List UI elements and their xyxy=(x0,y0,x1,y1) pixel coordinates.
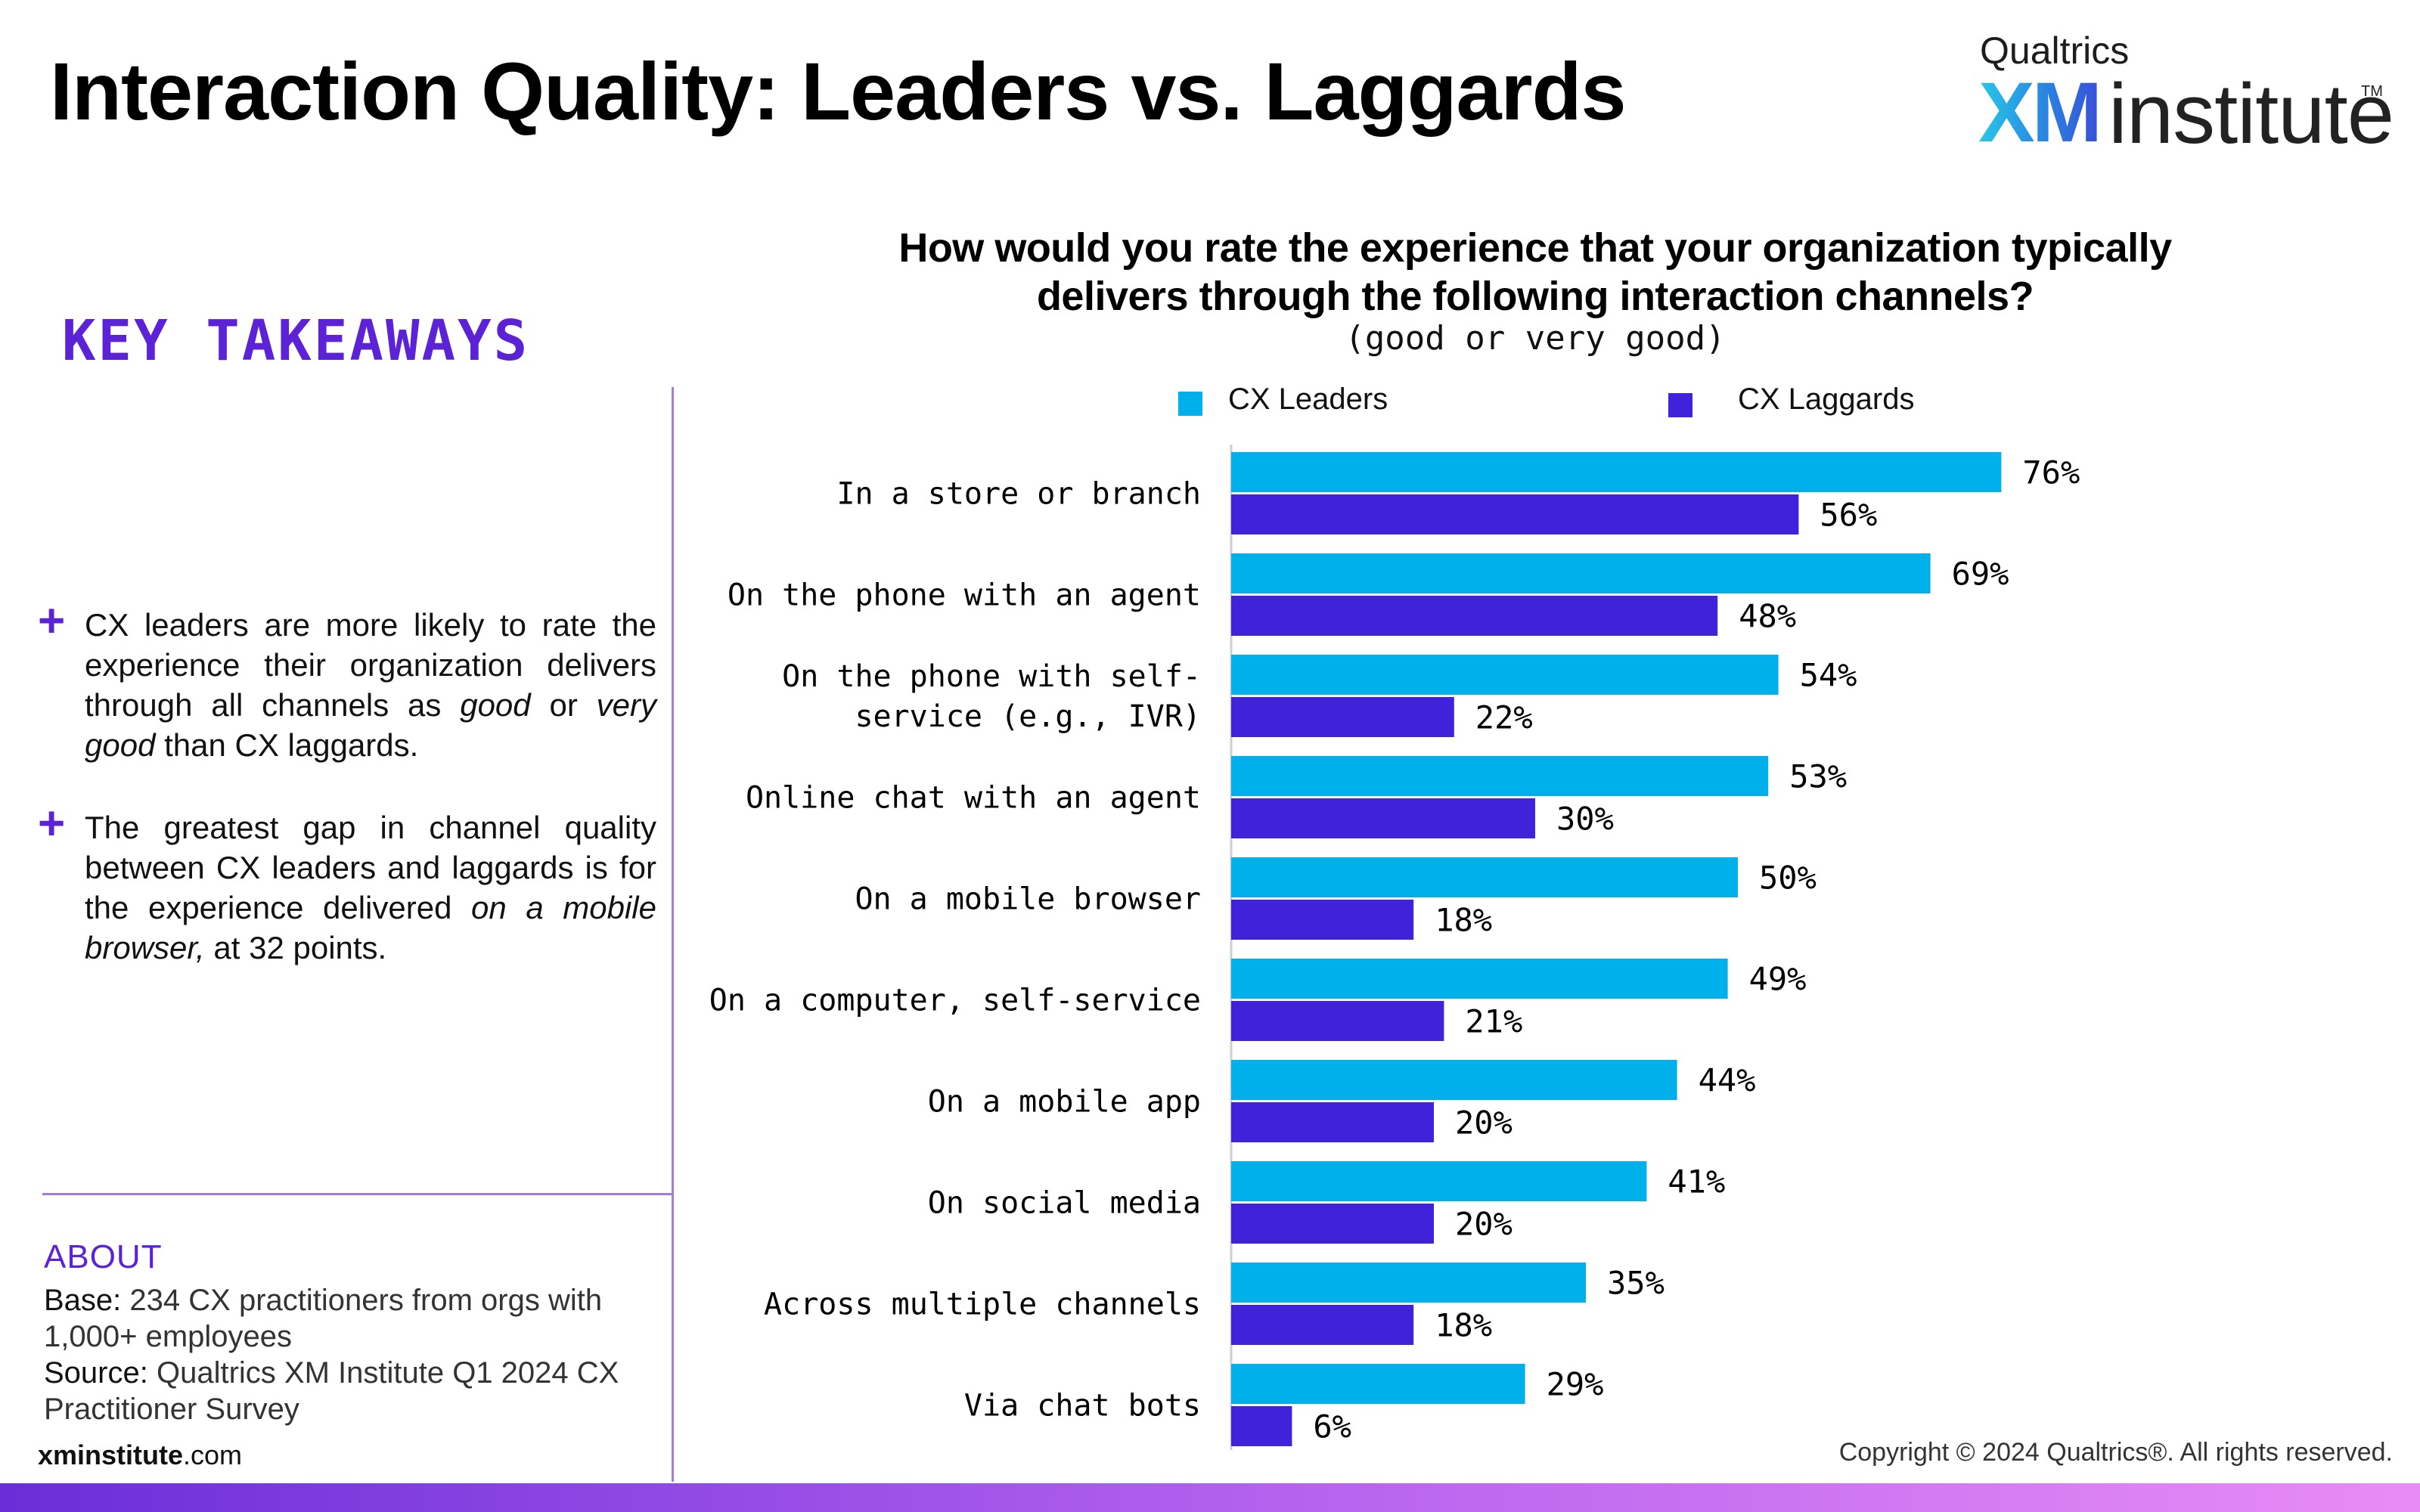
category-label: On a mobile app xyxy=(928,1085,1201,1120)
bar-cx-leaders xyxy=(1231,756,1769,796)
data-label: 30% xyxy=(1556,801,1614,838)
horizontal-divider xyxy=(42,1193,673,1195)
about-heading: ABOUT xyxy=(44,1238,163,1275)
category-label: Via chat bots xyxy=(964,1389,1201,1424)
takeaway-text: The greatest gap in channel quality betw… xyxy=(85,810,656,965)
data-label: 35% xyxy=(1607,1265,1665,1302)
data-label: 6% xyxy=(1313,1408,1351,1445)
data-label: 29% xyxy=(1547,1366,1604,1403)
logo-institute-text: institute xyxy=(2108,67,2394,161)
takeaway-text: CX leaders are more likely to rate the e… xyxy=(85,607,656,763)
bar-cx-leaders xyxy=(1231,1060,1677,1100)
logo-xm-text: XM xyxy=(1978,65,2102,160)
bar-cx-laggards xyxy=(1231,1305,1414,1345)
data-label: 53% xyxy=(1789,758,1847,795)
category-label: On a computer, self-service xyxy=(709,984,1201,1018)
page-title: Interaction Quality: Leaders vs. Laggard… xyxy=(50,45,1627,137)
bar-cx-laggards xyxy=(1231,900,1414,940)
legend-label-leaders: CX Leaders xyxy=(1228,383,1388,416)
data-label: 18% xyxy=(1435,902,1492,939)
bar-cx-laggards xyxy=(1231,1102,1434,1142)
data-label: 49% xyxy=(1749,961,1807,998)
bar-cx-leaders xyxy=(1231,1364,1525,1404)
bar-cx-leaders xyxy=(1231,655,1779,695)
legend-swatch-leaders xyxy=(1178,392,1202,416)
bottom-gradient-bar xyxy=(0,1483,2420,1512)
bar-cx-leaders xyxy=(1231,857,1738,897)
data-label: 18% xyxy=(1435,1307,1492,1344)
bar-cx-leaders xyxy=(1231,553,1931,593)
bar-cx-laggards xyxy=(1231,1406,1292,1446)
bar-cx-leaders xyxy=(1231,1161,1647,1201)
bar-cx-laggards xyxy=(1231,494,1799,534)
chart-title: How would you rate the experience that y… xyxy=(898,225,2172,319)
vertical-divider xyxy=(672,387,674,1482)
key-takeaways-heading: KEY TAKEAWAYS xyxy=(62,308,530,373)
data-label: 76% xyxy=(2022,454,2080,491)
category-label: On social media xyxy=(928,1186,1201,1221)
plus-icon: + xyxy=(38,798,66,850)
bar-cx-laggards xyxy=(1231,1204,1434,1244)
bar-cx-laggards xyxy=(1231,697,1454,737)
about-source: Source: Qualtrics XM Institute Q1 2024 C… xyxy=(44,1356,619,1426)
logo-trademark: TM xyxy=(2361,83,2383,100)
data-label: 50% xyxy=(1759,860,1817,897)
bar-cx-laggards xyxy=(1231,596,1718,636)
data-label: 20% xyxy=(1455,1105,1512,1142)
category-label: On a mobile browser xyxy=(855,882,1201,917)
data-label: 20% xyxy=(1455,1206,1512,1243)
bar-cx-leaders xyxy=(1231,1263,1586,1303)
copyright-text: Copyright © 2024 Qualtrics®. All rights … xyxy=(1838,1438,2393,1467)
about-base: Base: 234 CX practitioners from orgs wit… xyxy=(44,1284,603,1353)
data-label: 56% xyxy=(1820,497,1877,534)
data-label: 48% xyxy=(1739,598,1796,635)
category-label: Across multiple channels xyxy=(764,1287,1201,1322)
qualtrics-xm-institute-logo: Qualtrics XM institute TM xyxy=(1978,29,2394,161)
data-label: 41% xyxy=(1668,1163,1725,1201)
data-label: 21% xyxy=(1465,1003,1522,1040)
bar-cx-laggards xyxy=(1231,1001,1444,1041)
data-label: 69% xyxy=(1952,556,2009,593)
legend-label-laggards: CX Laggards xyxy=(1738,383,1915,416)
data-label: 22% xyxy=(1475,699,1533,736)
category-label: Online chat with an agent xyxy=(746,781,1201,816)
plus-icon: + xyxy=(38,595,66,647)
bar-cx-laggards xyxy=(1231,798,1535,838)
bar-cx-leaders xyxy=(1231,452,2002,492)
bar-cx-leaders xyxy=(1231,959,1728,999)
data-label: 44% xyxy=(1699,1062,1756,1099)
category-label: On the phone with an agent xyxy=(728,578,1201,613)
logo-qualtrics-text: Qualtrics xyxy=(1980,29,2130,72)
legend-swatch-laggards xyxy=(1668,393,1692,417)
chart-subtitle: (good or very good) xyxy=(1345,319,1726,358)
data-label: 54% xyxy=(1800,657,1857,694)
category-label: On the phone with self-service (e.g., IV… xyxy=(782,659,1201,734)
category-label: In a store or branch xyxy=(836,477,1201,512)
site-url[interactable]: xminstitute.com xyxy=(38,1439,243,1470)
